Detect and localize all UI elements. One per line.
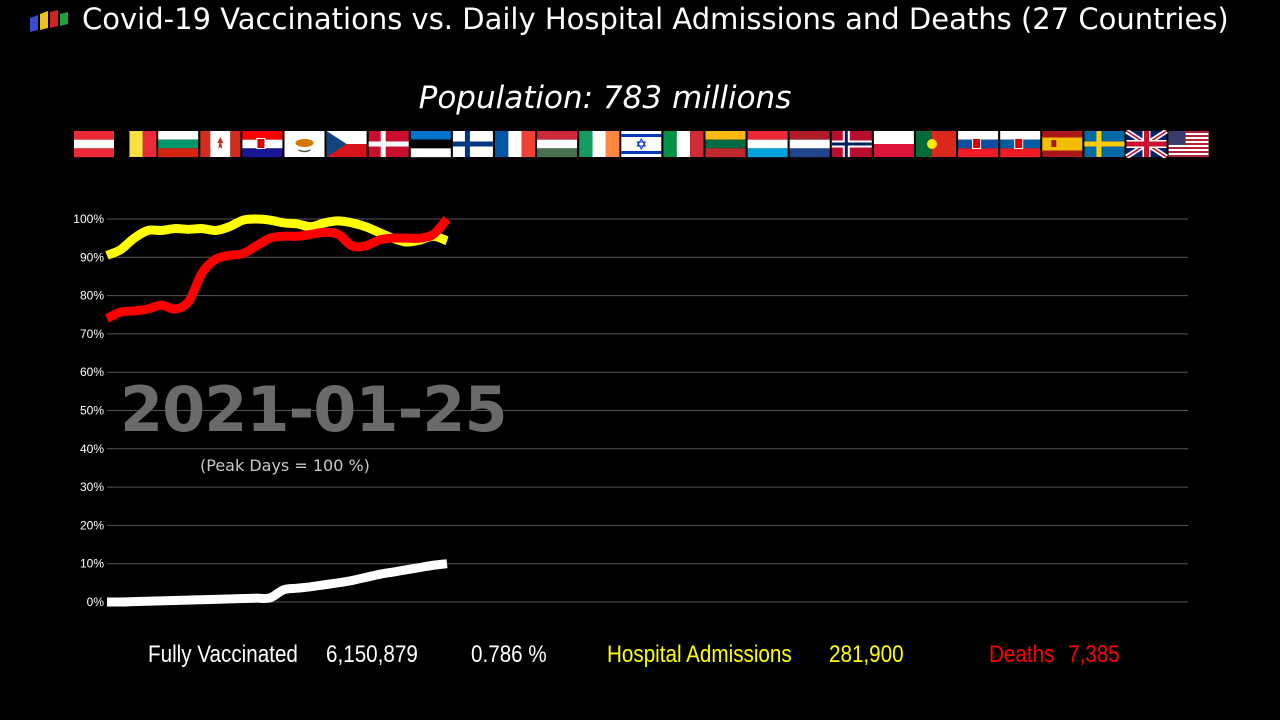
y-tick-label: 90% xyxy=(80,250,104,264)
y-tick-label: 80% xyxy=(80,289,104,303)
y-tick-label: 10% xyxy=(80,557,104,571)
peak-days-note: (Peak Days = 100 %) xyxy=(200,456,370,475)
netherlands-flag-icon xyxy=(789,131,830,158)
austria-flag-icon xyxy=(74,131,114,158)
y-tick-label: 60% xyxy=(80,365,104,379)
current-date-label: 2021-01-25 xyxy=(120,373,508,446)
uk-flag-icon xyxy=(1125,130,1168,158)
chart-subtitle: Population: 783 millions xyxy=(418,80,792,116)
lithuania-flag-icon xyxy=(705,131,746,158)
estonia-flag-icon xyxy=(410,131,451,158)
czechia-flag-icon xyxy=(326,131,367,157)
y-tick-label: 50% xyxy=(80,404,104,418)
norway-flag-icon xyxy=(831,131,872,157)
hungary-flag-icon xyxy=(537,131,578,158)
vaccinated-percent: 0.786 % xyxy=(471,641,547,668)
luxembourg-flag-icon xyxy=(747,131,788,158)
italy-flag-icon xyxy=(663,131,704,157)
hospital-admissions-value: 281,900 xyxy=(829,641,904,668)
slovenia-flag-icon xyxy=(1000,131,1041,158)
y-tick-label: 0% xyxy=(87,595,105,609)
hospital-admissions-label: Hospital Admissions xyxy=(607,641,792,668)
spain-flag-icon xyxy=(1042,131,1083,157)
slovakia-flag-icon xyxy=(958,131,999,158)
deaths-series-line xyxy=(104,216,451,323)
denmark-flag-icon xyxy=(368,131,409,157)
y-tick-label: 70% xyxy=(80,327,104,341)
belgium-flag-icon xyxy=(116,131,157,157)
ireland-flag-icon xyxy=(579,131,620,157)
finland-flag-icon xyxy=(452,131,493,157)
canada-flag-icon xyxy=(200,131,241,157)
y-tick-label: 100% xyxy=(73,212,104,226)
bulgaria-flag-icon xyxy=(158,131,199,158)
portugal-flag-icon xyxy=(916,131,956,157)
vaccinated-value: 6,150,879 xyxy=(326,641,418,668)
fully-vaccinated-series-line xyxy=(106,559,448,607)
y-tick-label: 20% xyxy=(80,518,104,532)
usa-flag-icon xyxy=(1168,131,1209,157)
y-tick-label: 40% xyxy=(80,442,104,456)
croatia-flag-icon xyxy=(242,131,283,158)
poland-flag-icon xyxy=(873,131,914,157)
chart-title: Covid-19 Vaccinations vs. Daily Hospital… xyxy=(82,2,1229,36)
israel-flag-icon xyxy=(621,131,662,157)
bar-chart-logo-icon xyxy=(30,10,68,32)
deaths-value: 7,385 xyxy=(1068,641,1120,668)
vaccinated-label: Fully Vaccinated xyxy=(148,641,298,668)
country-flags-row xyxy=(74,130,1209,158)
france-flag-icon xyxy=(495,131,536,157)
sweden-flag-icon xyxy=(1084,131,1125,157)
deaths-label: Deaths xyxy=(989,641,1055,668)
cyprus-flag-icon xyxy=(284,131,325,157)
y-tick-label: 30% xyxy=(80,480,104,494)
